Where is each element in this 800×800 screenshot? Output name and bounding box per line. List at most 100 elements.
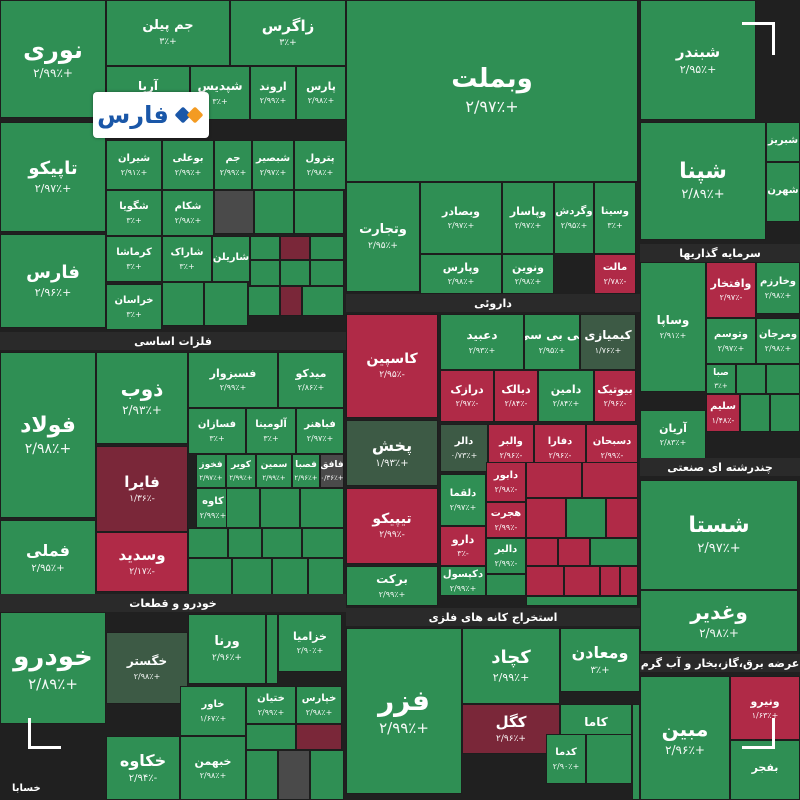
minor-stock-tile[interactable]	[770, 394, 800, 432]
minor-stock-tile[interactable]	[590, 538, 638, 566]
stock-tile[interactable]: فصبا +۲/۹۶٪	[292, 454, 320, 488]
stock-tile[interactable]: فملی +۲/۹۵٪	[0, 520, 96, 596]
stock-tile[interactable]: وتوسم +۲/۹۷٪	[706, 318, 756, 364]
minor-stock-tile[interactable]	[278, 750, 310, 800]
minor-stock-tile[interactable]	[280, 286, 302, 316]
stock-tile[interactable]: وسدید -۲/۱۷٪	[96, 532, 188, 592]
minor-stock-tile[interactable]	[736, 364, 766, 394]
stock-tile[interactable]: کویر +۲/۹۹٪	[226, 454, 256, 488]
minor-stock-tile[interactable]	[740, 394, 770, 432]
minor-stock-tile[interactable]	[526, 596, 638, 606]
stock-tile[interactable]: کی بی سی +۲/۹۵٪	[524, 314, 580, 370]
minor-stock-tile[interactable]	[246, 750, 278, 800]
stock-tile[interactable]: وساپا +۲/۹۱٪	[640, 262, 706, 392]
stock-tile[interactable]: پخش +۱/۹۳٪	[346, 420, 438, 486]
stock-tile[interactable]: آلومینا +۳٪	[246, 408, 296, 454]
stock-tile[interactable]: کاسپین -۲/۹۵٪	[346, 314, 438, 418]
stock-tile[interactable]: فباهنر +۲/۹۷٪	[296, 408, 344, 454]
minor-stock-tile[interactable]	[280, 260, 310, 286]
stock-tile[interactable]: فافق +۰/۳۶٪	[320, 454, 344, 488]
stock-tile[interactable]: دارو -۳٪	[440, 526, 486, 566]
stock-tile[interactable]: شهرن	[766, 162, 800, 222]
stock-tile[interactable]: شاراک +۳٪	[162, 236, 212, 282]
stock-tile[interactable]: آریان +۲/۸۳٪	[640, 410, 706, 460]
stock-tile[interactable]: کاوه +۲/۹۹٪	[196, 488, 230, 528]
stock-tile[interactable]: فسبزوار +۲/۹۹٪	[188, 352, 278, 408]
stock-tile[interactable]: شبصیر +۲/۹۷٪	[252, 140, 294, 190]
stock-tile[interactable]: تاپیکو +۲/۹۷٪	[0, 122, 106, 232]
stock-tile[interactable]: پارس +۲/۹۸٪	[296, 66, 346, 120]
minor-stock-tile[interactable]	[204, 282, 248, 326]
minor-stock-tile[interactable]	[302, 528, 344, 558]
stock-tile[interactable]: شگویا +۳٪	[106, 190, 162, 236]
stock-tile[interactable]: خگستر +۲/۹۸٪	[106, 632, 188, 704]
minor-stock-tile[interactable]	[228, 528, 262, 558]
minor-stock-tile[interactable]	[226, 488, 260, 528]
stock-tile[interactable]: خراسان +۳٪	[106, 284, 162, 330]
minor-stock-tile[interactable]	[300, 488, 344, 528]
stock-tile[interactable]: شبریز	[766, 122, 800, 162]
stock-tile[interactable]: دعبید +۲/۹۳٪	[440, 314, 524, 370]
stock-tile[interactable]: دلقما +۲/۹۷٪	[440, 474, 486, 526]
stock-tile[interactable]: خزامیا +۲/۹۰٪	[278, 614, 342, 672]
minor-stock-tile[interactable]	[296, 724, 342, 750]
minor-stock-tile[interactable]	[214, 190, 254, 234]
stock-tile[interactable]: وبصادر +۲/۹۷٪	[420, 182, 502, 254]
minor-stock-tile[interactable]	[620, 566, 638, 596]
stock-tile[interactable]: صبا +۳٪	[706, 364, 736, 394]
minor-stock-tile[interactable]	[632, 704, 640, 800]
stock-tile[interactable]: شیران +۲/۹۱٪	[106, 140, 162, 190]
stock-tile[interactable]: خپارس +۲/۹۸٪	[296, 686, 342, 724]
stock-tile[interactable]: برکت +۲/۹۹٪	[346, 566, 438, 606]
minor-stock-tile[interactable]	[308, 558, 344, 596]
stock-tile[interactable]: کیمیازی +۱/۷۶٪	[580, 314, 636, 370]
minor-stock-tile[interactable]	[188, 558, 232, 596]
stock-tile[interactable]: خودرو +۲/۸۹٪	[0, 612, 106, 724]
stock-tile[interactable]: دالر +۰/۷۳٪	[440, 424, 488, 472]
minor-stock-tile[interactable]	[766, 364, 800, 394]
minor-stock-tile[interactable]	[586, 734, 632, 784]
minor-stock-tile[interactable]	[526, 498, 566, 538]
stock-tile[interactable]: بوعلی +۲/۹۹٪	[162, 140, 214, 190]
stock-tile[interactable]: شپنا +۲/۸۹٪	[640, 122, 766, 240]
minor-stock-tile[interactable]	[250, 236, 280, 260]
stock-tile[interactable]: سمین +۲/۹۹٪	[256, 454, 292, 488]
minor-stock-tile[interactable]	[526, 538, 558, 566]
stock-tile[interactable]: ورنا +۲/۹۶٪	[188, 614, 266, 684]
minor-stock-tile[interactable]	[486, 574, 526, 596]
stock-tile[interactable]: سلیم -۱/۴۸٪	[706, 394, 740, 432]
stock-tile[interactable]: وافتخار -۲/۹۷٪	[706, 262, 756, 318]
stock-tile[interactable]: فولاد +۲/۹۸٪	[0, 352, 96, 518]
stock-tile[interactable]: دابور -۲/۹۸٪	[486, 462, 526, 502]
stock-tile[interactable]: کگل +۲/۹۶٪	[462, 704, 560, 754]
stock-tile[interactable]: مالت -۲/۷۸٪	[594, 254, 636, 294]
minor-stock-tile[interactable]	[526, 462, 582, 498]
stock-tile[interactable]: میدکو +۲/۸۶٪	[278, 352, 344, 408]
stock-tile[interactable]: وبملت +۲/۹۷٪	[346, 0, 638, 182]
stock-tile[interactable]: فزر +۲/۹۹٪	[346, 628, 462, 794]
stock-tile[interactable]: کرماشا +۳٪	[106, 236, 162, 282]
stock-tile[interactable]: دالبر -۲/۹۹٪	[486, 538, 526, 574]
stock-tile[interactable]: شبندر +۲/۹۵٪	[640, 0, 756, 120]
stock-tile[interactable]: وگردش +۲/۹۵٪	[554, 182, 594, 254]
stock-tile[interactable]: وتجارت +۲/۹۵٪	[346, 182, 420, 292]
stock-tile[interactable]: فخوز +۲/۹۷٪	[196, 454, 226, 488]
stock-tile[interactable]: وخارزم +۲/۹۸٪	[756, 262, 800, 314]
minor-stock-tile[interactable]	[526, 566, 564, 596]
stock-tile[interactable]: اروند +۲/۹۹٪	[250, 66, 296, 120]
stock-tile[interactable]: ونوین +۲/۹۸٪	[502, 254, 554, 294]
stock-tile[interactable]: بفجر	[730, 740, 800, 800]
minor-stock-tile[interactable]	[558, 538, 590, 566]
stock-tile[interactable]: تیپیکو -۲/۹۹٪	[346, 488, 438, 564]
minor-stock-tile[interactable]	[250, 260, 280, 286]
stock-tile[interactable]: درازک -۲/۹۷٪	[440, 370, 494, 422]
minor-stock-tile[interactable]	[582, 462, 638, 498]
minor-stock-tile[interactable]	[294, 190, 344, 234]
stock-tile[interactable]: دبالک -۲/۸۴٪	[494, 370, 538, 422]
minor-stock-tile[interactable]	[310, 236, 344, 260]
minor-stock-tile[interactable]	[232, 558, 272, 596]
minor-stock-tile[interactable]	[260, 488, 300, 528]
stock-tile[interactable]: شکام +۲/۹۸٪	[162, 190, 214, 236]
stock-tile[interactable]: فسازان +۳٪	[188, 408, 246, 454]
stock-tile[interactable]: ومعادن +۳٪	[560, 628, 640, 692]
